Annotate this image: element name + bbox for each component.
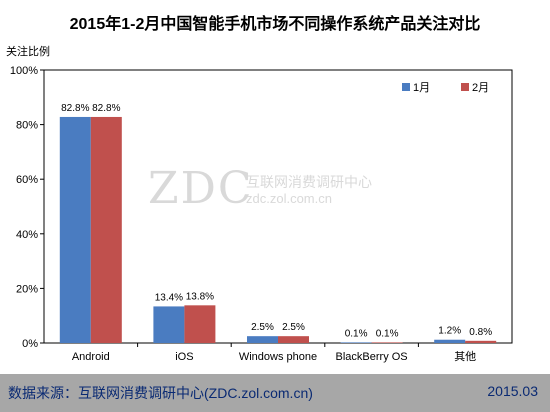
bar-1 — [153, 306, 185, 343]
x-tick-label: Windows phone — [239, 351, 317, 363]
data-label: 0.1% — [345, 329, 368, 340]
x-tick-label: 其他 — [454, 350, 476, 363]
watermark-logo: ZDC — [148, 163, 254, 214]
y-tick-label: 60% — [16, 174, 38, 186]
bar-1 — [434, 339, 466, 343]
data-label: 0.1% — [376, 329, 399, 340]
legend-swatch-2 — [461, 83, 469, 91]
publish-date: 2015.03 — [487, 383, 538, 399]
legend: 1月 2月 — [402, 82, 489, 94]
bar-1 — [247, 336, 278, 343]
data-label: 0.8% — [469, 327, 492, 338]
legend-label-1: 1月 — [413, 82, 430, 94]
bar-chart: ZDC 互联网消费调研中心 zdc.zol.com.cn 0% 20% 40% 60%… — [10, 65, 513, 363]
watermark-name: 互联网消费调研中心 — [246, 174, 372, 190]
footer-bar: 数据来源：互联网消费调研中心(ZDC.zol.com.cn) 2015.03 — [0, 374, 550, 412]
x-tick-label: BlackBerry OS — [336, 351, 408, 363]
watermark: ZDC 互联网消费调研中心 zdc.zol.com.cn — [148, 163, 372, 214]
data-label: 82.8% — [92, 103, 120, 114]
bar-2 — [184, 305, 216, 343]
data-label: 13.8% — [186, 291, 214, 302]
bar-2 — [278, 336, 309, 343]
y-axis-title: 关注比例 — [6, 46, 50, 58]
bar-2 — [465, 340, 497, 343]
y-tick-label: 0% — [22, 338, 38, 350]
bars: 82.8% 82.8% 13.4% 13.8% 2.5% 2.5% 0.1% 0.1% 1.2%… — [59, 103, 497, 344]
watermark-url: zdc.zol.com.cn — [246, 191, 332, 206]
bar-1 — [59, 116, 91, 344]
bar-1 — [340, 342, 372, 343]
legend-label-2: 2月 — [472, 82, 489, 94]
data-label: 2.5% — [282, 322, 305, 333]
chart-title: 2015年1-2月中国智能手机市场不同操作系统产品关注对比 — [69, 16, 481, 33]
data-label: 13.4% — [155, 292, 183, 303]
y-tick-label: 40% — [16, 229, 38, 241]
y-tick-label: 80% — [16, 120, 38, 132]
data-label: 2.5% — [251, 322, 274, 333]
x-tick-label: Android — [72, 351, 110, 363]
data-label: 1.2% — [438, 326, 461, 337]
data-label: 82.8% — [61, 103, 89, 114]
y-tick-label: 20% — [16, 283, 38, 295]
x-tick-label: iOS — [175, 351, 193, 363]
bar-2 — [371, 342, 403, 343]
y-axis: 0% 20% 40% 60% 80% 100% — [10, 65, 44, 350]
y-tick-label: 100% — [10, 65, 38, 77]
bar-2 — [90, 116, 122, 344]
x-axis: Android iOS Windows phone BlackBerry OS 其他 — [72, 343, 476, 363]
legend-swatch-1 — [402, 83, 410, 91]
data-source-text: 数据来源：互联网消费调研中心(ZDC.zol.com.cn) — [8, 385, 313, 401]
